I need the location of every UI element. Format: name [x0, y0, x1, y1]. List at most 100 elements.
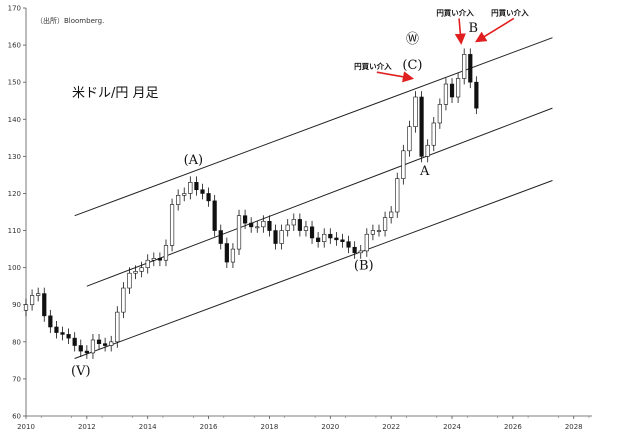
intervention-label: 円買い介入 — [436, 7, 474, 17]
candle — [151, 252, 156, 267]
candle — [23, 298, 29, 317]
wave-label: (A) — [184, 153, 204, 168]
candle — [206, 187, 211, 207]
candle — [78, 339, 83, 358]
candle — [236, 209, 242, 256]
candle — [242, 209, 248, 230]
channel-line — [74, 180, 553, 359]
intervention-arrow — [454, 18, 466, 45]
x-tick-label: 2012 — [78, 423, 96, 431]
chart-title: 米ドル/円 月足 — [72, 86, 159, 101]
candle — [309, 220, 315, 244]
candle — [364, 228, 369, 257]
candle-series — [23, 48, 479, 359]
intervention-arrow — [376, 71, 415, 83]
candle — [431, 117, 436, 152]
channel-line — [74, 37, 553, 217]
candle — [358, 245, 363, 259]
wave-label: A — [419, 164, 430, 179]
candle — [66, 328, 71, 345]
candle — [437, 98, 442, 129]
x-tick-label: 2022 — [382, 423, 400, 431]
candle — [121, 282, 126, 319]
candle — [249, 217, 254, 233]
y-tick-label: 80 — [12, 338, 21, 346]
wave-label: Ⓦ — [406, 32, 419, 47]
y-tick-label: 120 — [8, 190, 21, 198]
candle — [279, 224, 284, 250]
x-tick-label: 2024 — [443, 423, 461, 431]
candle — [419, 91, 424, 163]
y-tick-group: 60 70 80 90 100 110 120 130 140 150 160 170 — [8, 5, 26, 421]
x-tick-group: 2010 2012 2014 2016 2018 2020 2022 2024 2026 2028 — [17, 416, 590, 431]
y-tick-label: 150 — [8, 79, 21, 87]
candle — [36, 287, 41, 302]
candle — [395, 172, 400, 218]
candle — [176, 189, 181, 211]
candle — [346, 235, 351, 254]
candle — [322, 228, 327, 248]
source-note: （出所）Bloomberg. — [36, 16, 104, 25]
y-tick-label: 130 — [8, 153, 21, 161]
candle — [425, 139, 430, 163]
candle — [29, 289, 35, 311]
y-tick-label: 110 — [8, 227, 21, 235]
candle — [468, 48, 473, 89]
candle — [188, 176, 193, 200]
candle — [145, 254, 150, 274]
x-tick-label: 2010 — [17, 423, 35, 431]
y-tick-label: 90 — [12, 301, 21, 309]
wave-label: B — [469, 21, 479, 36]
candle — [224, 237, 229, 269]
wave-label-group: (Ⅴ) (A) (B) Ⓦ (C) A B — [71, 21, 478, 379]
x-tick-label: 2018 — [261, 423, 279, 431]
x-tick-label: 2016 — [200, 423, 218, 431]
candle — [133, 265, 138, 280]
candle — [303, 220, 309, 237]
candle — [182, 187, 187, 202]
candle — [212, 194, 217, 237]
candle — [60, 326, 65, 341]
candle — [456, 72, 461, 103]
axes — [25, 8, 592, 417]
y-tick-label: 100 — [8, 264, 21, 272]
x-tick-label: 2020 — [321, 423, 339, 431]
channel-line — [86, 107, 553, 287]
candle — [90, 334, 96, 359]
candle — [255, 220, 260, 233]
y-tick-label: 160 — [8, 42, 21, 50]
candle — [352, 241, 357, 259]
candle — [462, 48, 467, 85]
candle — [230, 243, 236, 269]
wave-label: (C) — [402, 58, 422, 73]
y-tick-label: 170 — [8, 5, 21, 13]
candle — [72, 332, 77, 352]
candle — [115, 306, 120, 348]
candle — [474, 76, 479, 115]
intervention-label: 円買い介入 — [354, 61, 392, 71]
y-tick-label: 60 — [12, 413, 21, 421]
candle — [407, 120, 412, 157]
candle — [413, 91, 418, 133]
candle — [109, 335, 114, 352]
candle — [291, 213, 296, 231]
candle — [443, 78, 449, 111]
candle — [261, 215, 266, 233]
candle — [48, 309, 53, 333]
y-tick-label: 70 — [12, 375, 21, 383]
candle — [376, 224, 382, 237]
candle — [84, 345, 89, 359]
candle — [96, 334, 102, 350]
candle — [42, 287, 47, 322]
y-tick-label: 140 — [8, 116, 21, 124]
candle — [370, 224, 376, 241]
x-tick-label: 2026 — [504, 423, 522, 431]
candle — [449, 78, 455, 103]
candle — [382, 211, 388, 237]
candle — [273, 224, 278, 250]
candle — [285, 219, 290, 237]
candle — [340, 233, 345, 248]
intervention-label: 円買い介入 — [491, 7, 529, 17]
